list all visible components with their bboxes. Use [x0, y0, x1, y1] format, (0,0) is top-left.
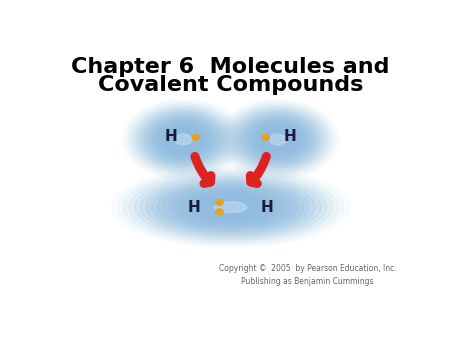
- Ellipse shape: [158, 123, 209, 156]
- Ellipse shape: [140, 111, 227, 168]
- Ellipse shape: [258, 126, 298, 152]
- Ellipse shape: [209, 200, 252, 214]
- Ellipse shape: [246, 119, 310, 160]
- Ellipse shape: [123, 171, 338, 243]
- Text: H: H: [188, 200, 200, 215]
- Ellipse shape: [243, 117, 312, 162]
- Ellipse shape: [134, 107, 233, 172]
- Ellipse shape: [152, 180, 310, 234]
- Circle shape: [216, 199, 223, 205]
- Ellipse shape: [222, 103, 333, 176]
- Ellipse shape: [170, 130, 198, 149]
- Ellipse shape: [234, 111, 321, 168]
- Ellipse shape: [225, 105, 330, 174]
- Ellipse shape: [163, 185, 298, 230]
- Ellipse shape: [266, 132, 289, 147]
- Ellipse shape: [175, 134, 192, 145]
- Ellipse shape: [161, 124, 207, 154]
- Ellipse shape: [249, 121, 306, 158]
- Ellipse shape: [158, 183, 304, 232]
- Text: Covalent Compounds: Covalent Compounds: [98, 75, 363, 95]
- Text: Chapter 6  Molecules and: Chapter 6 Molecules and: [72, 56, 390, 77]
- Ellipse shape: [198, 196, 264, 218]
- Ellipse shape: [214, 202, 247, 213]
- Circle shape: [216, 209, 223, 215]
- Ellipse shape: [228, 107, 327, 172]
- Ellipse shape: [192, 194, 270, 220]
- Ellipse shape: [131, 105, 236, 174]
- Ellipse shape: [270, 134, 286, 145]
- Circle shape: [261, 135, 270, 140]
- Ellipse shape: [152, 119, 216, 160]
- Ellipse shape: [219, 101, 336, 177]
- Text: H: H: [284, 129, 296, 144]
- Ellipse shape: [137, 109, 230, 170]
- Ellipse shape: [172, 132, 195, 147]
- Ellipse shape: [186, 192, 275, 222]
- Ellipse shape: [140, 177, 321, 238]
- Ellipse shape: [163, 126, 203, 152]
- Ellipse shape: [240, 115, 315, 164]
- Ellipse shape: [203, 198, 258, 216]
- Ellipse shape: [175, 188, 287, 226]
- Ellipse shape: [146, 115, 221, 164]
- Ellipse shape: [125, 101, 242, 177]
- Ellipse shape: [261, 128, 295, 151]
- Ellipse shape: [264, 130, 292, 149]
- Ellipse shape: [143, 113, 224, 166]
- Text: H: H: [165, 129, 178, 144]
- Ellipse shape: [155, 121, 212, 158]
- Circle shape: [192, 135, 200, 140]
- Ellipse shape: [135, 175, 327, 240]
- Ellipse shape: [231, 109, 324, 170]
- Ellipse shape: [129, 173, 333, 241]
- Text: Copyright ©  2005  by Pearson Education, Inc.
Publishing as Benjamin Cummings: Copyright © 2005 by Pearson Education, I…: [219, 264, 396, 286]
- Ellipse shape: [166, 128, 201, 151]
- Ellipse shape: [252, 123, 304, 156]
- Ellipse shape: [128, 103, 239, 176]
- Ellipse shape: [255, 124, 301, 154]
- Ellipse shape: [149, 117, 218, 162]
- Ellipse shape: [180, 190, 281, 224]
- Text: H: H: [261, 200, 274, 215]
- Ellipse shape: [169, 186, 292, 228]
- Ellipse shape: [146, 178, 315, 236]
- Ellipse shape: [237, 113, 319, 166]
- Ellipse shape: [117, 169, 344, 245]
